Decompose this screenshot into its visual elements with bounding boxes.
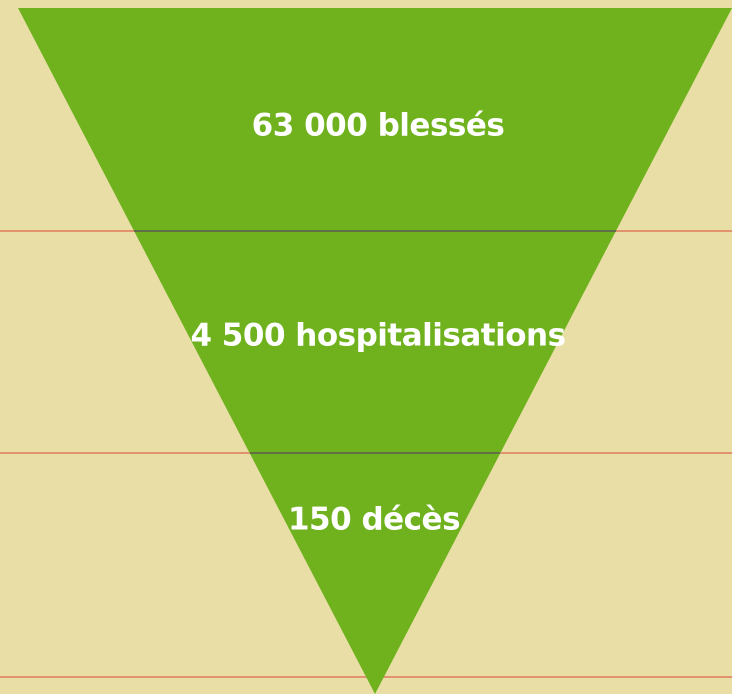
level-label: 63 000 blessés xyxy=(252,108,505,144)
level-label: 150 décès xyxy=(288,502,460,538)
triangle xyxy=(18,8,732,694)
level-label: 4 500 hospitalisations xyxy=(190,318,565,354)
